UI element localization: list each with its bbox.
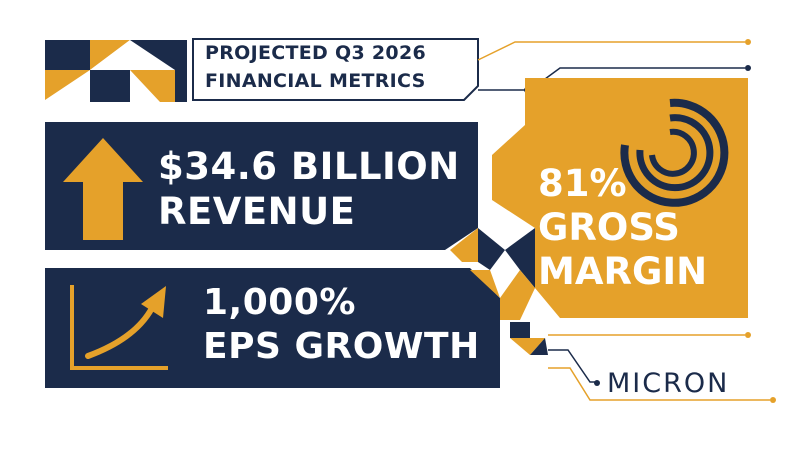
concentric-arcs-icon: [620, 98, 729, 207]
gross-margin-label-line2: MARGIN: [538, 250, 708, 293]
title-box: [192, 38, 479, 101]
eps-value: 1,000%: [203, 282, 356, 323]
eps-label: EPS GROWTH: [203, 326, 480, 367]
growth-chart-icon: [70, 285, 168, 370]
page-title-line1: PROJECTED Q3 2026: [205, 42, 426, 64]
micron-logo: MICRON: [607, 368, 730, 399]
up-arrow-icon: [63, 138, 143, 240]
page-title-line2: FINANCIAL METRICS: [205, 70, 426, 92]
revenue-label: REVENUE: [158, 190, 356, 233]
revenue-value: $34.6 BILLION: [158, 145, 460, 188]
checker-pattern: [45, 40, 187, 102]
gross-margin-label-line1: GROSS: [538, 206, 680, 249]
center-connector-pattern: [450, 228, 548, 355]
gross-margin-value: 81%: [538, 162, 627, 205]
revenue-panel: [45, 122, 478, 250]
